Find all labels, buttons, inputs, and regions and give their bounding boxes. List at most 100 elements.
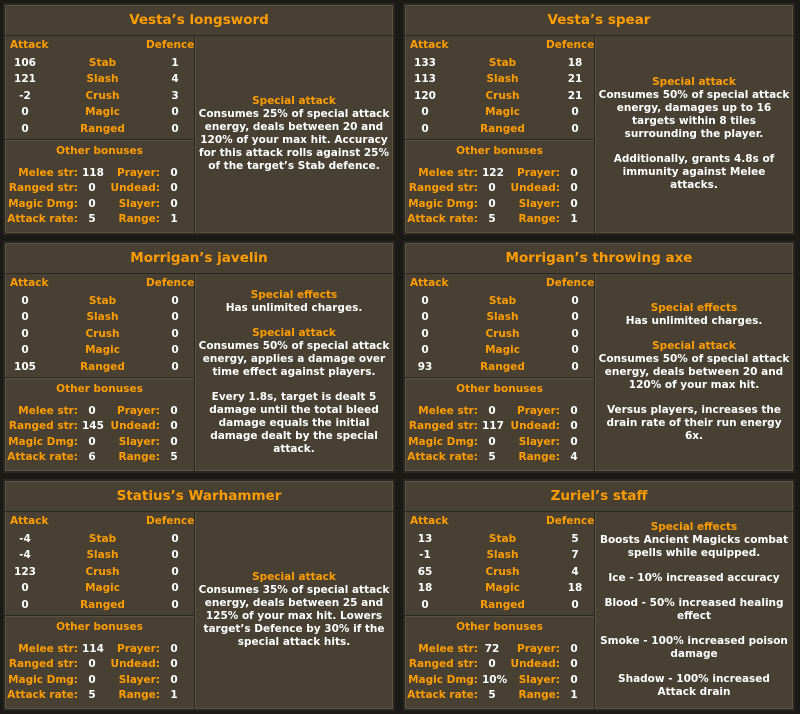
ranged-str-label: Ranged str:	[408, 658, 478, 671]
defence-value-magic: 18	[567, 582, 583, 595]
range-label: Range:	[118, 212, 160, 225]
bonus-row-attack-rate: Attack rate: 5 Range: 1	[5, 212, 194, 227]
defence-value-slash: 21	[567, 73, 583, 86]
magic-dmg-label: Magic Dmg:	[408, 197, 478, 210]
stat-label-stab: Stab	[88, 57, 117, 69]
magic-dmg-label: Magic Dmg:	[408, 673, 478, 686]
effect-block: Special attack Consumes 50% of special at…	[198, 327, 390, 379]
bonus-row-attack-rate: Attack rate: 5 Range: 1	[405, 688, 594, 703]
range-label: Range:	[118, 688, 160, 701]
other-bonuses-table: Melee str: 122 Prayer: 0 Ranged str: 0 Undead:…	[405, 166, 594, 227]
effect-heading: Special attack	[252, 326, 336, 339]
attack-header: Attack	[10, 277, 49, 289]
attack-value-ranged: 105	[14, 360, 36, 373]
stat-row-ranged: 0 Ranged 0	[405, 121, 593, 137]
effect-block: Blood - 50% increased healing effect	[598, 597, 790, 623]
prayer-label: Prayer:	[117, 643, 160, 655]
panel-morrigans-javelin: Morrigan’s javelin Attack Defence 0 Stab 0 0 Sl…	[3, 241, 395, 473]
effect-heading: Special effects	[650, 521, 738, 533]
stat-label-magic: Magic	[85, 582, 120, 595]
stat-label-magic: Magic	[85, 106, 120, 119]
attack-value-stab: 0	[21, 295, 29, 307]
stat-label-magic: Magic	[485, 106, 520, 119]
stat-row-ranged: 105 Ranged 0	[5, 359, 193, 375]
slayer-label: Slayer:	[118, 673, 160, 686]
defence-value-crush: 0	[171, 565, 179, 578]
prayer-label: Prayer:	[517, 167, 560, 179]
stat-row-magic: 0 Magic 0	[405, 104, 593, 120]
other-bonuses-header: Other bonuses	[56, 383, 143, 395]
stat-row-magic: 18 Magic 18	[405, 580, 593, 596]
stat-row-ranged: 0 Ranged 0	[5, 121, 193, 137]
horizontal-divider	[5, 139, 194, 140]
stat-label-crush: Crush	[485, 327, 520, 340]
vertical-divider	[594, 274, 595, 471]
horizontal-divider	[405, 139, 594, 140]
stat-row-ranged: 0 Ranged 0	[5, 597, 193, 613]
effect-heading: Special attack	[652, 339, 736, 352]
stat-label-slash: Slash	[86, 311, 119, 324]
stat-row-crush: 123 Crush 0	[5, 564, 193, 580]
stat-table: 0 Stab 0 0 Slash 0 0 Crush 0 0 Magic 0 93 Ranged 0	[405, 293, 593, 375]
attack-value-slash: 0	[21, 311, 29, 324]
stat-label-slash: Slash	[86, 73, 119, 86]
ranged-str-label: Ranged str:	[408, 420, 478, 433]
melee-str-label: Melee str:	[418, 405, 478, 417]
attack-value-crush: 123	[14, 565, 36, 578]
stat-row-crush: -2 Crush 3	[5, 88, 193, 104]
slayer-label: Slayer:	[518, 673, 560, 686]
defence-value-slash: 0	[171, 549, 179, 562]
other-bonuses-table: Melee str: 114 Prayer: 0 Ranged str: 0 Undead:…	[5, 642, 194, 703]
slayer-value: 0	[570, 435, 578, 448]
stat-label-ranged: Ranged	[480, 360, 525, 373]
slayer-value: 0	[170, 197, 178, 210]
range-value: 5	[170, 450, 178, 463]
bonus-row-magic-dmg: Magic Dmg: 0 Slayer: 0	[5, 673, 194, 688]
attack-value-magic: 0	[21, 344, 29, 357]
magic-dmg-label: Magic Dmg:	[8, 197, 78, 210]
effect-text: Every 1.8s, target is dealt 5 damage unt…	[209, 390, 379, 455]
ranged-str-label: Ranged str:	[8, 182, 78, 195]
ranged-str-value: 117	[482, 420, 504, 433]
defence-header: Defence	[546, 39, 595, 51]
attack-value-ranged: 0	[421, 598, 429, 611]
vertical-divider	[194, 36, 195, 233]
stat-label-stab: Stab	[488, 57, 517, 69]
stat-label-magic: Magic	[485, 582, 520, 595]
melee-str-label: Melee str:	[418, 643, 478, 655]
undead-label: Undead:	[110, 420, 160, 433]
attack-value-magic: 18	[417, 582, 433, 595]
slayer-label: Slayer:	[518, 197, 560, 210]
undead-value: 0	[570, 658, 578, 671]
stat-label-slash: Slash	[486, 549, 519, 562]
stat-label-stab: Stab	[488, 533, 517, 545]
attack-rate-value: 5	[88, 212, 96, 225]
bonus-row-attack-rate: Attack rate: 5 Range: 4	[405, 450, 594, 465]
stat-row-crush: 65 Crush 4	[405, 564, 593, 580]
effect-text: Blood - 50% increased healing effect	[604, 597, 784, 622]
horizontal-divider	[405, 377, 594, 378]
magic-dmg-value: 0	[88, 197, 96, 210]
bonus-row-attack-rate: Attack rate: 5 Range: 1	[5, 688, 194, 703]
bonus-row-melee-str: Melee str: 0 Prayer: 0	[405, 404, 594, 419]
stat-table: -4 Stab 0 -4 Slash 0 123 Crush 0 0 Magic 0 0 Ranged 0	[5, 531, 193, 613]
range-value: 4	[570, 450, 578, 463]
prayer-value: 0	[170, 167, 178, 179]
attack-rate-label: Attack rate:	[7, 688, 78, 701]
melee-str-value: 114	[82, 643, 104, 655]
attack-value-crush: 0	[421, 327, 429, 340]
effect-text: Consumes 50% of special attack energy, d…	[598, 352, 790, 391]
vertical-divider	[594, 36, 595, 233]
panel-title: Vesta’s spear	[405, 5, 793, 36]
bonus-row-ranged-str: Ranged str: 145 Undead: 0	[5, 419, 194, 434]
effects-description: Special attack Consumes 50% of special at…	[598, 36, 790, 232]
panel-morrigans-throwing-axe: Morrigan’s throwing axe Attack Defence 0 Sta…	[403, 241, 795, 473]
effect-block: Special attack Consumes 50% of special at…	[598, 76, 790, 141]
stat-label-stab: Stab	[488, 295, 517, 307]
attack-value-stab: 106	[14, 57, 36, 69]
attack-value-crush: -2	[19, 89, 31, 102]
prayer-value: 0	[570, 405, 578, 417]
range-value: 1	[170, 688, 178, 701]
magic-dmg-label: Magic Dmg:	[8, 673, 78, 686]
magic-dmg-value: 0	[488, 197, 496, 210]
